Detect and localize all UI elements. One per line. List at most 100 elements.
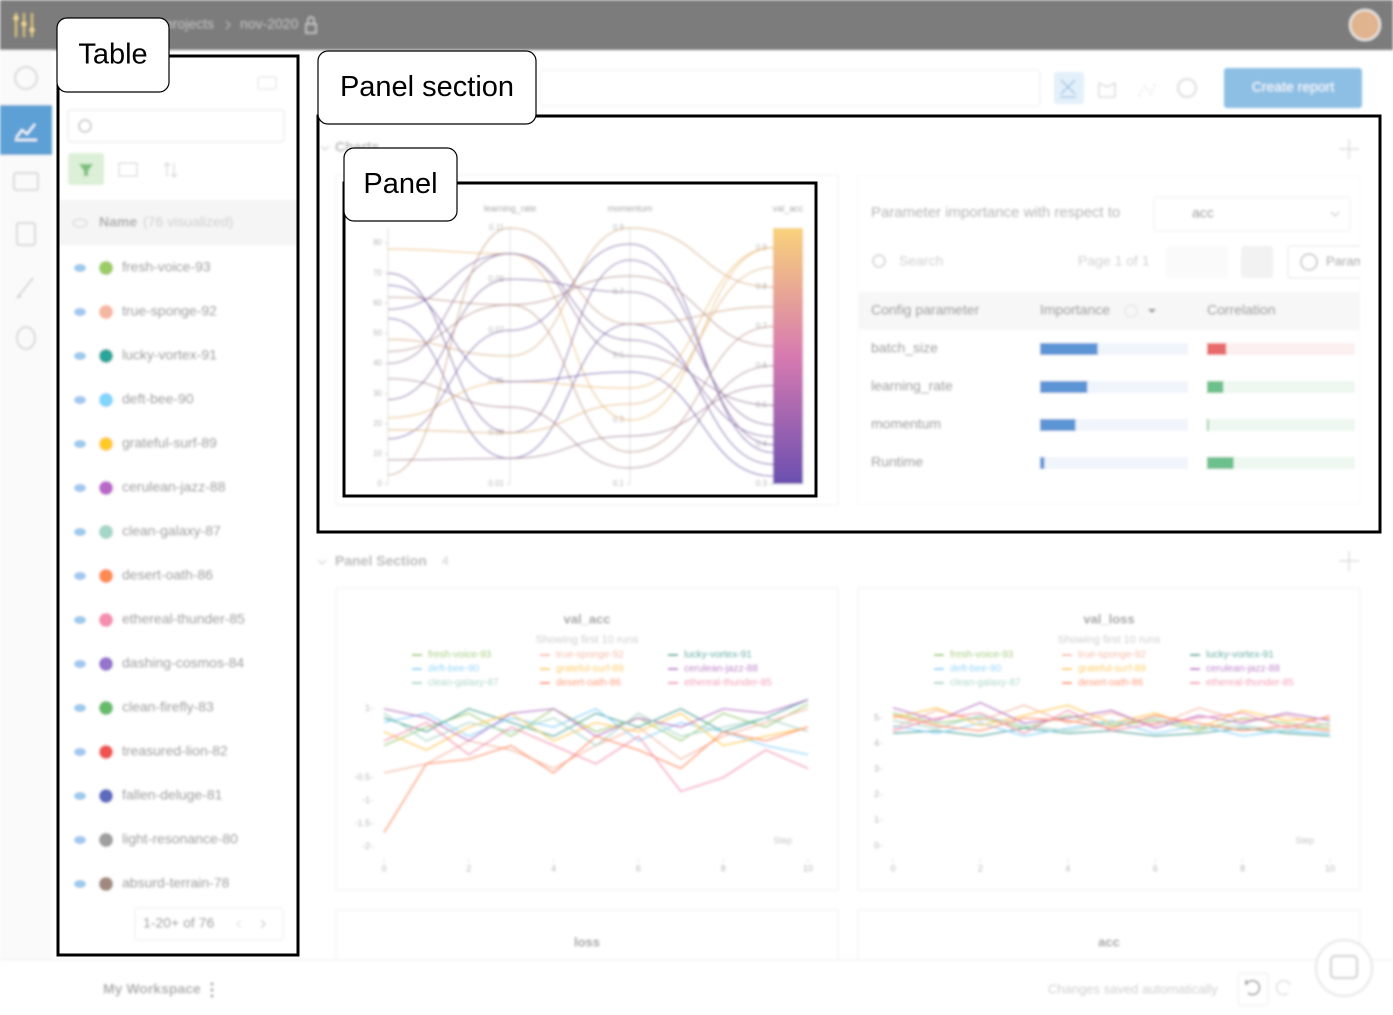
run-name[interactable]: cerulean-jazz-88 bbox=[122, 479, 226, 495]
page-next[interactable] bbox=[260, 919, 266, 929]
logo-dot bbox=[13, 15, 19, 21]
grid-button[interactable] bbox=[1241, 246, 1273, 278]
run-name[interactable]: light-resonance-80 bbox=[122, 831, 238, 847]
visibility-toggle[interactable] bbox=[74, 352, 86, 360]
section-title: Panel Section bbox=[335, 553, 427, 569]
parallel-line bbox=[387, 247, 774, 419]
settings-icon[interactable] bbox=[1177, 78, 1197, 98]
run-name[interactable]: deft-bee-90 bbox=[122, 391, 194, 407]
table-header bbox=[58, 200, 298, 245]
table-header bbox=[858, 292, 1360, 330]
annotation-frame bbox=[316, 114, 1382, 534]
run-color bbox=[99, 745, 113, 759]
column-header[interactable]: Importance bbox=[1040, 302, 1110, 318]
run-name[interactable]: lucky-vortex-91 bbox=[122, 347, 217, 363]
target-dropdown[interactable] bbox=[1153, 196, 1351, 232]
add-panel[interactable] bbox=[1339, 551, 1359, 571]
run-name[interactable]: desert-oath-86 bbox=[122, 567, 213, 583]
visibility-toggle[interactable] bbox=[74, 440, 86, 448]
run-name[interactable]: treasured-lion-82 bbox=[122, 743, 228, 759]
collapse-icon[interactable] bbox=[257, 76, 277, 90]
tick-label: 0 bbox=[378, 479, 383, 488]
chat-icon bbox=[1330, 955, 1358, 979]
run-color bbox=[99, 305, 113, 319]
tick-label: 0.4 bbox=[756, 440, 768, 449]
chat-button[interactable] bbox=[1315, 939, 1373, 997]
x-tick-label: 8 bbox=[1240, 863, 1245, 873]
run-name[interactable]: clean-galaxy-87 bbox=[122, 523, 221, 539]
search-icon bbox=[872, 254, 886, 268]
run-name[interactable]: grateful-surf-89 bbox=[122, 435, 217, 451]
undo-button[interactable] bbox=[1237, 972, 1269, 1006]
visibility-toggle[interactable] bbox=[74, 528, 86, 536]
run-name[interactable]: absurd-terrain-78 bbox=[122, 875, 230, 891]
view-icon[interactable] bbox=[1138, 83, 1156, 97]
run-color bbox=[99, 437, 113, 451]
importance-track bbox=[1040, 419, 1188, 431]
target-value: acc bbox=[1192, 205, 1214, 221]
side-rail bbox=[0, 50, 52, 960]
rail-active bbox=[0, 105, 52, 155]
menu-dot bbox=[210, 988, 214, 992]
columns-button[interactable] bbox=[118, 162, 138, 177]
run-name[interactable]: clean-firefly-83 bbox=[122, 699, 214, 715]
visibility-toggle[interactable] bbox=[74, 704, 86, 712]
rail-icon[interactable] bbox=[15, 123, 37, 141]
legend-label: clean-galaxy-87 bbox=[950, 678, 1021, 689]
rail-icon[interactable] bbox=[13, 172, 39, 191]
run-row: clean-galaxy-87 bbox=[74, 523, 221, 539]
visibility-toggle[interactable] bbox=[74, 572, 86, 580]
menu-dot bbox=[210, 982, 214, 986]
add-panel[interactable] bbox=[1339, 139, 1359, 159]
visibility-toggle[interactable] bbox=[74, 616, 86, 624]
legend-label: deft-bee-90 bbox=[950, 664, 1002, 675]
param-name: Runtime bbox=[871, 454, 923, 470]
legend-label: grateful-surf-89 bbox=[556, 664, 624, 675]
rail-icon[interactable] bbox=[16, 326, 36, 350]
visibility-toggle[interactable] bbox=[74, 660, 86, 668]
tick-label: 0.11 bbox=[489, 223, 505, 232]
visibility-toggle[interactable] bbox=[74, 836, 86, 844]
run-name[interactable]: dashing-cosmos-84 bbox=[122, 655, 244, 671]
run-name[interactable]: true-sponge-92 bbox=[122, 303, 217, 319]
rail-icon[interactable] bbox=[16, 277, 34, 299]
run-row: deft-bee-90 bbox=[74, 391, 194, 407]
rail-icon[interactable] bbox=[16, 222, 36, 246]
table-search[interactable] bbox=[67, 109, 285, 143]
workspace-search[interactable] bbox=[539, 69, 1041, 107]
section-chevron[interactable] bbox=[317, 559, 327, 565]
redo-icon[interactable] bbox=[1275, 979, 1291, 996]
run-row: treasured-lion-82 bbox=[74, 743, 228, 759]
visibility-toggle[interactable] bbox=[74, 264, 86, 272]
visibility-toggle[interactable] bbox=[74, 792, 86, 800]
workspace-name[interactable]: My Workspace bbox=[103, 981, 201, 997]
run-color bbox=[99, 701, 113, 715]
sort-button[interactable] bbox=[163, 162, 178, 178]
importance-bar bbox=[1040, 381, 1088, 393]
page-buttons[interactable] bbox=[1166, 246, 1228, 278]
tick-label: 20 bbox=[373, 419, 382, 428]
avatar[interactable] bbox=[1349, 9, 1381, 41]
view-icon[interactable] bbox=[1098, 82, 1116, 98]
run-name[interactable]: fresh-voice-93 bbox=[122, 259, 211, 275]
run-name[interactable]: ethereal-thunder-85 bbox=[122, 611, 245, 627]
parallel-line bbox=[387, 275, 774, 353]
run-name[interactable]: fallen-deluge-81 bbox=[122, 787, 223, 803]
rail-icon[interactable] bbox=[14, 66, 38, 90]
page-prev[interactable] bbox=[236, 919, 242, 929]
parallel-line bbox=[387, 365, 774, 469]
y-tick-label: 4 bbox=[874, 738, 879, 748]
visibility-toggle[interactable] bbox=[74, 748, 86, 756]
visibility-toggle[interactable] bbox=[74, 308, 86, 316]
visibility-toggle[interactable] bbox=[74, 880, 86, 888]
view-icon[interactable] bbox=[1060, 79, 1076, 98]
visibility-toggle[interactable] bbox=[74, 484, 86, 492]
series-line bbox=[892, 714, 1331, 732]
series-line bbox=[383, 712, 809, 751]
tick-label: 0.9 bbox=[613, 223, 625, 232]
section-chevron[interactable] bbox=[320, 145, 330, 151]
create-report-button[interactable] bbox=[1224, 68, 1362, 108]
visibility-toggle[interactable] bbox=[74, 396, 86, 404]
search-placeholder[interactable]: Search bbox=[899, 253, 943, 269]
tick-label: 0.01 bbox=[488, 479, 504, 488]
